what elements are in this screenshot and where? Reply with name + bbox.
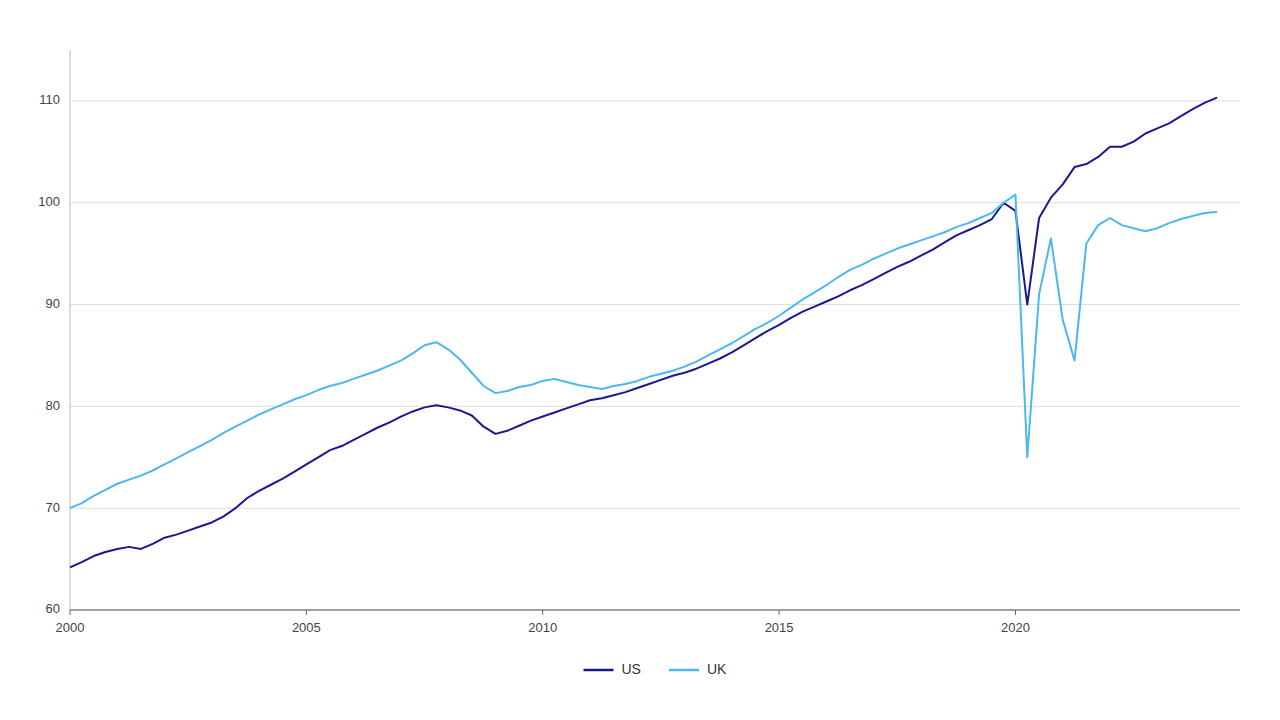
tick-x [779, 610, 780, 615]
tick-label-y: 90 [46, 296, 60, 311]
grid-line-y [70, 304, 1240, 305]
tick-label-y: 100 [38, 194, 60, 209]
tick-label-y: 110 [39, 92, 60, 107]
tick-label-x: 2015 [765, 620, 794, 635]
axis-x [70, 610, 1240, 611]
page: {"chart_data": { "type": "line", "x": [2… [0, 0, 1280, 720]
grid-line-y [70, 406, 1240, 407]
tick-x [542, 610, 543, 615]
axes: 60 70 80 90 100 110 2000 2005 2010 2015 2020 [38, 50, 1240, 635]
tick-label-y: 70 [46, 500, 60, 515]
legend-item: US [584, 661, 641, 677]
tick-x [306, 610, 307, 615]
series-line [70, 195, 1216, 509]
legend-label: US [622, 661, 641, 677]
legend-item: UK [669, 661, 727, 677]
tick-x [1015, 610, 1016, 615]
legend-swatch [584, 669, 614, 672]
legend: US UK [584, 661, 728, 677]
axis-y [70, 50, 71, 610]
grid-line-y [70, 100, 1240, 101]
tick-label-y: 60 [46, 601, 60, 616]
tick-label-y: 80 [46, 398, 60, 413]
tick-x [70, 610, 71, 615]
legend-label: UK [707, 661, 727, 677]
grid-line-y [70, 508, 1240, 509]
tick-label-x: 2010 [528, 620, 557, 635]
grid-line-y [70, 202, 1240, 203]
grid-line-y [70, 610, 1240, 611]
tick-label-x: 2020 [1001, 620, 1030, 635]
tick-label-x: 2005 [292, 620, 321, 635]
tick-label-x: 2000 [56, 620, 85, 635]
plot-area [70, 98, 1216, 567]
chart: 60 70 80 90 100 110 2000 2005 2010 2015 2020 US UK [0, 0, 1280, 720]
legend-swatch [669, 669, 699, 672]
series-line [70, 98, 1216, 567]
